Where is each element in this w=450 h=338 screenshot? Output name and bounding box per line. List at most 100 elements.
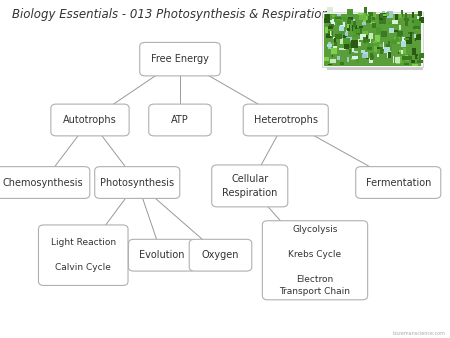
- Bar: [397, 55, 402, 63]
- Bar: [353, 19, 355, 22]
- Bar: [362, 22, 366, 25]
- Bar: [405, 14, 407, 18]
- Bar: [374, 35, 380, 42]
- Bar: [399, 14, 402, 18]
- Bar: [373, 12, 376, 18]
- Bar: [327, 6, 333, 14]
- Bar: [329, 24, 334, 27]
- Bar: [340, 18, 346, 20]
- Bar: [332, 55, 333, 57]
- Bar: [337, 33, 342, 39]
- Bar: [396, 36, 399, 42]
- Bar: [331, 45, 334, 47]
- Bar: [337, 14, 341, 16]
- Bar: [338, 56, 340, 57]
- Bar: [384, 47, 390, 53]
- Bar: [420, 53, 424, 58]
- Bar: [354, 29, 360, 33]
- Bar: [362, 31, 368, 38]
- Bar: [322, 12, 423, 67]
- Bar: [401, 41, 405, 47]
- FancyBboxPatch shape: [243, 104, 328, 136]
- Bar: [393, 15, 396, 22]
- Bar: [363, 16, 369, 22]
- Bar: [339, 26, 344, 32]
- Bar: [352, 47, 354, 52]
- Bar: [358, 39, 361, 46]
- Bar: [347, 9, 353, 15]
- Text: Light Reaction

Calvin Cycle: Light Reaction Calvin Cycle: [51, 238, 116, 272]
- FancyBboxPatch shape: [140, 43, 220, 76]
- Text: Evolution: Evolution: [139, 250, 185, 260]
- Bar: [416, 34, 421, 41]
- Bar: [352, 21, 356, 27]
- Bar: [333, 37, 335, 39]
- Bar: [344, 44, 349, 49]
- Bar: [409, 56, 412, 60]
- FancyBboxPatch shape: [212, 165, 288, 207]
- Bar: [392, 40, 396, 44]
- Bar: [328, 26, 333, 29]
- Bar: [417, 56, 419, 58]
- Bar: [342, 20, 343, 24]
- Bar: [353, 26, 355, 33]
- Bar: [327, 31, 333, 38]
- Bar: [405, 21, 408, 26]
- Bar: [388, 41, 390, 45]
- Bar: [414, 33, 416, 38]
- Bar: [408, 55, 411, 59]
- Text: Fermentation: Fermentation: [365, 177, 431, 188]
- Bar: [416, 27, 418, 30]
- Bar: [334, 16, 337, 22]
- FancyBboxPatch shape: [129, 239, 195, 271]
- Bar: [351, 40, 357, 42]
- Bar: [363, 37, 365, 43]
- Bar: [400, 32, 401, 37]
- Bar: [400, 50, 405, 54]
- Bar: [325, 18, 331, 22]
- Bar: [358, 14, 363, 15]
- Bar: [373, 41, 377, 43]
- Bar: [356, 55, 359, 63]
- Bar: [327, 44, 333, 47]
- Bar: [394, 42, 400, 44]
- Bar: [417, 16, 419, 19]
- Bar: [346, 37, 352, 41]
- Bar: [351, 58, 357, 59]
- Bar: [379, 17, 386, 24]
- Bar: [392, 20, 398, 24]
- Text: bozemanscience.com: bozemanscience.com: [392, 331, 446, 336]
- Bar: [345, 31, 347, 37]
- Bar: [380, 49, 383, 54]
- FancyBboxPatch shape: [51, 104, 129, 136]
- Bar: [382, 11, 385, 16]
- Bar: [349, 19, 350, 22]
- FancyBboxPatch shape: [94, 167, 180, 198]
- Bar: [352, 56, 358, 59]
- Bar: [394, 37, 400, 39]
- Bar: [368, 47, 372, 50]
- FancyBboxPatch shape: [148, 104, 211, 136]
- Bar: [336, 38, 339, 40]
- Text: Oxygen: Oxygen: [202, 250, 239, 260]
- Bar: [362, 54, 366, 58]
- Text: Chemosynthesis: Chemosynthesis: [2, 177, 83, 188]
- Bar: [370, 53, 373, 61]
- Bar: [324, 14, 421, 66]
- Bar: [347, 23, 349, 27]
- Bar: [330, 16, 332, 21]
- Bar: [415, 54, 418, 59]
- Bar: [402, 37, 405, 41]
- Bar: [383, 42, 384, 49]
- Bar: [368, 44, 373, 47]
- Bar: [338, 31, 344, 34]
- Bar: [387, 44, 390, 51]
- Bar: [396, 58, 400, 65]
- Bar: [340, 62, 344, 65]
- Bar: [335, 34, 342, 39]
- Bar: [337, 21, 343, 25]
- Bar: [370, 22, 375, 24]
- Bar: [359, 41, 361, 42]
- Bar: [353, 34, 358, 37]
- Bar: [388, 52, 392, 58]
